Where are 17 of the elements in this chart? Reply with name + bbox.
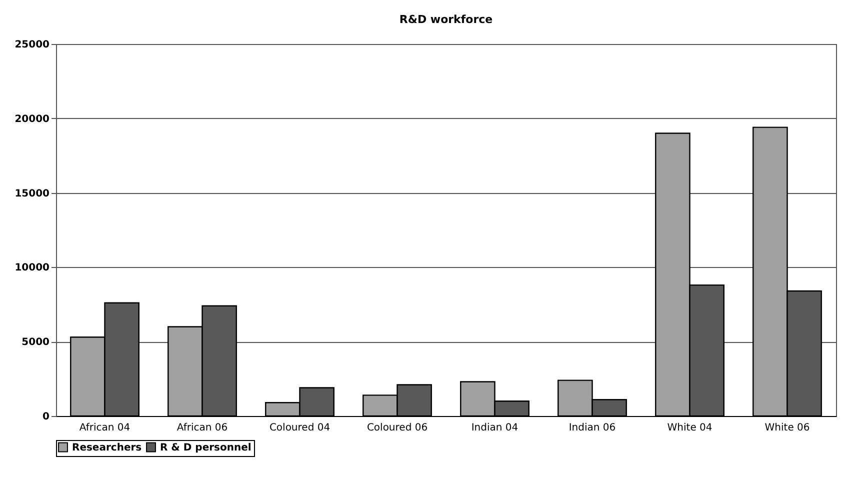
chart-title: R&D workforce	[399, 13, 493, 26]
y-tick-label: 5000	[22, 337, 50, 348]
x-tick-label: White 06	[764, 422, 810, 434]
x-tick-label: Coloured 04	[269, 422, 330, 434]
legend-label: Researchers	[72, 442, 142, 454]
x-tick-label: Coloured 06	[366, 422, 428, 434]
y-tick-label: 10000	[14, 262, 50, 274]
x-tick-label: Indian 06	[568, 422, 616, 434]
y-tick-label: 15000	[14, 188, 50, 200]
x-tick-label: African 06	[176, 422, 228, 434]
x-tick-label: White 04	[667, 422, 712, 434]
x-tick-label: African 04	[79, 422, 130, 434]
y-tick-label: 0	[42, 412, 50, 422]
y-tick-label: 25000	[14, 40, 50, 50]
legend-label: R & D personnel	[160, 442, 252, 454]
y-tick-label: 20000	[14, 114, 50, 125]
x-tick-label: Indian 04	[471, 422, 518, 434]
